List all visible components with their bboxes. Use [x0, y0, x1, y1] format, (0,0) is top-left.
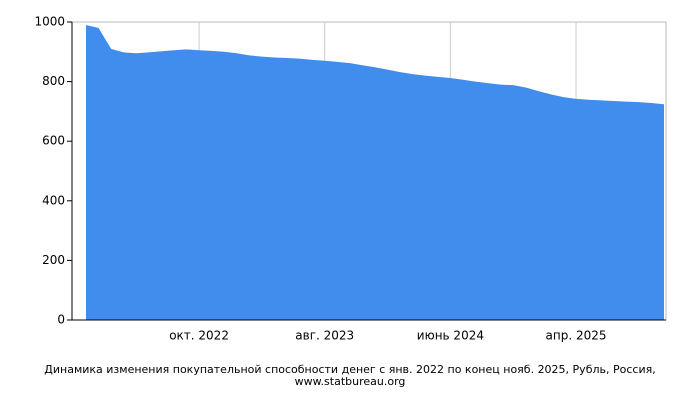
chart-caption: Динамика изменения покупательной способн… — [44, 363, 656, 388]
x-tick-label: апр. 2025 — [546, 329, 607, 343]
y-tick-label: 200 — [42, 253, 65, 267]
y-tick-label: 400 — [42, 193, 65, 207]
y-tick-label: 1000 — [34, 15, 65, 29]
area — [86, 24, 664, 320]
y-tick-label: 0 — [57, 313, 65, 327]
y-tick-label: 600 — [42, 134, 65, 148]
x-tick-label: окт. 2022 — [169, 329, 229, 343]
y-tick-label: 800 — [42, 74, 65, 88]
x-tick-label: авг. 2023 — [295, 329, 354, 343]
x-tick-label: июнь 2024 — [417, 329, 484, 343]
